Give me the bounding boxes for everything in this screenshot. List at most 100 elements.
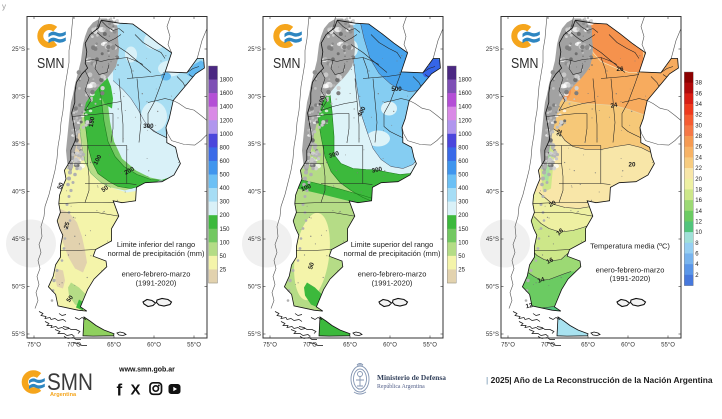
svg-text:35°S: 35°S <box>248 142 261 148</box>
svg-text:45°S: 45°S <box>486 237 499 243</box>
svg-text:16: 16 <box>695 198 702 204</box>
svg-text:24: 24 <box>695 155 702 161</box>
svg-text:36: 36 <box>695 91 702 97</box>
svg-text:SMN: SMN <box>37 55 65 72</box>
svg-text:400: 400 <box>458 186 469 192</box>
svg-text:55°S: 55°S <box>248 332 261 338</box>
svg-text:35°S: 35°S <box>12 142 25 148</box>
svg-text:26: 26 <box>617 66 624 73</box>
svg-text:75°O: 75°O <box>27 343 41 349</box>
svg-text:50: 50 <box>220 254 227 260</box>
svg-text:45°S: 45°S <box>12 237 25 243</box>
svg-text:60°O: 60°O <box>383 343 397 349</box>
svg-text:300: 300 <box>328 150 341 160</box>
svg-text:300: 300 <box>220 200 231 206</box>
svg-text:50°S: 50°S <box>12 285 25 291</box>
svg-text:1200: 1200 <box>458 118 472 124</box>
svg-text:10: 10 <box>695 230 702 236</box>
svg-text:20: 20 <box>548 199 558 209</box>
svg-text:70°O: 70°O <box>541 343 555 349</box>
svg-text:18: 18 <box>555 227 565 237</box>
svg-text:800: 800 <box>458 145 469 151</box>
svg-text:1600: 1600 <box>220 91 234 97</box>
svg-text:22: 22 <box>695 166 702 172</box>
svg-text:300: 300 <box>371 166 383 175</box>
svg-text:Ministerio de Defensa: Ministerio de Defensa <box>377 373 446 382</box>
svg-text:500: 500 <box>391 86 402 93</box>
svg-text:100: 100 <box>318 95 327 107</box>
svg-text:normal de precipitación (mm): normal de precipitación (mm) <box>107 249 205 258</box>
svg-text:55°O: 55°O <box>187 343 201 349</box>
svg-text:Argentina: Argentina <box>50 392 77 398</box>
svg-text:200: 200 <box>458 213 469 219</box>
svg-text:600: 600 <box>458 159 469 165</box>
svg-text:65°O: 65°O <box>343 343 357 349</box>
svg-text:25: 25 <box>63 221 72 230</box>
svg-text:(1991-2020): (1991-2020) <box>372 279 413 288</box>
svg-text:1800: 1800 <box>458 78 472 84</box>
svg-text:34: 34 <box>695 102 702 108</box>
svg-text:400: 400 <box>357 105 368 118</box>
svg-text:50°S: 50°S <box>486 285 499 291</box>
svg-text:| 2025| Año de La Reconstrucci: | 2025| Año de La Reconstrucción de la N… <box>486 375 713 385</box>
svg-text:50: 50 <box>65 294 75 304</box>
svg-text:8: 8 <box>695 241 699 247</box>
svg-text:24: 24 <box>610 101 619 109</box>
svg-text:500: 500 <box>458 173 469 179</box>
svg-text:4: 4 <box>695 262 699 268</box>
svg-text:12: 12 <box>695 219 702 225</box>
svg-text:28: 28 <box>695 134 702 140</box>
svg-text:50: 50 <box>100 184 110 194</box>
svg-text:18: 18 <box>695 187 702 193</box>
svg-text:12: 12 <box>525 302 534 310</box>
svg-text:55°S: 55°S <box>12 332 25 338</box>
svg-text:(1991-2020): (1991-2020) <box>136 279 177 288</box>
svg-text:2: 2 <box>695 273 699 279</box>
svg-text:20: 20 <box>695 177 702 183</box>
svg-text:200: 200 <box>123 165 136 176</box>
svg-text:(1991-2020): (1991-2020) <box>610 274 651 283</box>
svg-text:50°S: 50°S <box>248 285 261 291</box>
svg-text:1800: 1800 <box>220 78 234 84</box>
svg-text:1000: 1000 <box>458 132 472 138</box>
svg-text:40°S: 40°S <box>248 190 261 196</box>
svg-text:Limite inferior del rango: Limite inferior del rango <box>117 240 195 249</box>
svg-text:20: 20 <box>629 162 636 169</box>
svg-text:enero-febrero-marzo: enero-febrero-marzo <box>358 270 427 279</box>
svg-text:normal de precipitación (mm): normal de precipitación (mm) <box>343 249 441 258</box>
svg-text:www.smn.gob.ar: www.smn.gob.ar <box>118 367 175 374</box>
svg-text:1400: 1400 <box>220 105 234 111</box>
svg-text:150: 150 <box>458 227 469 233</box>
svg-text:enero-febrero-marzo: enero-febrero-marzo <box>122 270 191 279</box>
svg-text:25°S: 25°S <box>486 47 499 53</box>
svg-text:26: 26 <box>695 145 702 151</box>
svg-text:Temperatura media (ºC): Temperatura media (ºC) <box>590 242 670 251</box>
svg-text:800: 800 <box>220 145 231 151</box>
svg-text:50: 50 <box>307 261 316 270</box>
svg-text:100: 100 <box>300 183 313 194</box>
svg-text:República Argentina: República Argentina <box>377 384 425 390</box>
svg-text:1000: 1000 <box>220 132 234 138</box>
svg-text:100: 100 <box>458 240 469 246</box>
svg-text:14: 14 <box>537 276 546 285</box>
svg-text:25: 25 <box>458 267 465 273</box>
svg-text:75°O: 75°O <box>263 343 277 349</box>
svg-text:16: 16 <box>545 256 555 265</box>
svg-text:65°O: 65°O <box>107 343 121 349</box>
svg-text:SMN: SMN <box>47 369 93 396</box>
svg-text:60°O: 60°O <box>147 343 161 349</box>
svg-text:Limite superior del rango: Limite superior del rango <box>351 240 434 249</box>
svg-text:65°O: 65°O <box>581 343 595 349</box>
svg-text:55°O: 55°O <box>423 343 437 349</box>
svg-text:100: 100 <box>220 240 231 246</box>
svg-text:40°S: 40°S <box>12 190 25 196</box>
svg-text:500: 500 <box>220 173 231 179</box>
svg-text:30°S: 30°S <box>248 95 261 101</box>
svg-text:30°S: 30°S <box>486 95 499 101</box>
svg-text:enero-febrero-marzo: enero-febrero-marzo <box>596 266 665 275</box>
svg-text:70°O: 70°O <box>303 343 317 349</box>
svg-text:22: 22 <box>556 128 565 137</box>
svg-text:y: y <box>2 2 6 11</box>
svg-text:100: 100 <box>92 153 103 166</box>
svg-text:30°S: 30°S <box>12 95 25 101</box>
